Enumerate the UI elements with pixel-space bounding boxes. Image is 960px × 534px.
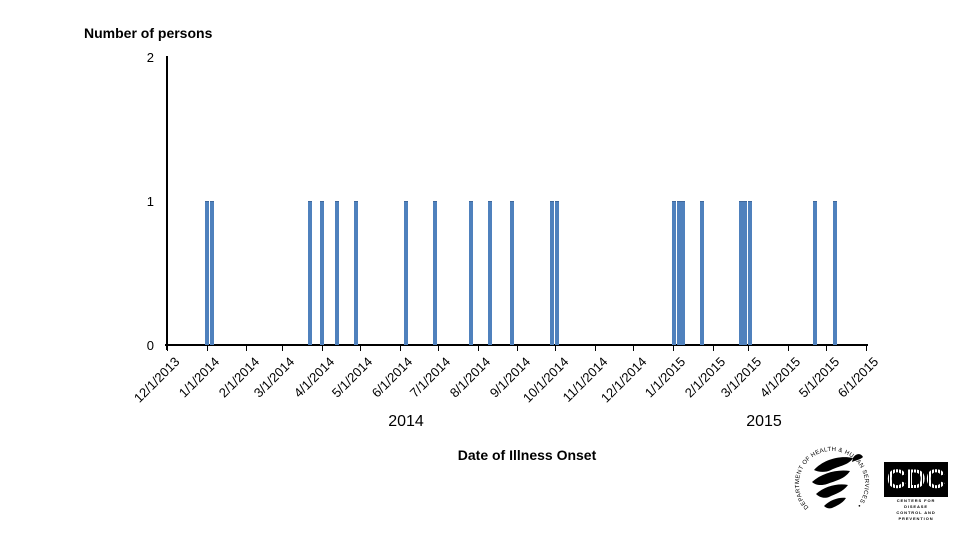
x-tick-mark <box>282 345 283 351</box>
x-tick-mark <box>788 345 790 351</box>
case-bar <box>700 201 705 345</box>
cdc-tagline-line1: CENTERS FOR DISEASE <box>896 498 936 509</box>
x-tick-label: 5/1/2015 <box>795 354 842 401</box>
year-label-2015: 2015 <box>746 413 782 430</box>
case-bar <box>433 201 438 345</box>
x-tick-label: 4/1/2015 <box>757 354 804 401</box>
x-tick-mark <box>477 345 479 351</box>
x-tick-label: 7/1/2014 <box>407 354 454 401</box>
y-axis-line <box>166 56 168 350</box>
x-tick-mark <box>633 345 635 351</box>
x-tick-mark <box>595 345 597 351</box>
hhs-eagle-icon <box>812 454 863 509</box>
case-bar <box>554 201 559 345</box>
x-tick-label: 1/1/2015 <box>642 354 689 401</box>
cdc-logo-box: CDC <box>884 462 948 497</box>
case-bar <box>510 201 515 345</box>
x-axis-title: Date of Illness Onset <box>457 447 597 463</box>
case-bar <box>812 201 817 345</box>
y-axis-title: Number of persons <box>84 25 213 41</box>
case-bar <box>549 201 554 345</box>
x-tick-mark <box>866 345 867 351</box>
y-tick-label: 2 <box>146 50 154 65</box>
x-tick-mark <box>246 345 248 351</box>
case-bar <box>209 201 214 345</box>
y-tick-label: 1 <box>146 194 154 209</box>
case-bar <box>677 201 682 345</box>
case-bar <box>488 201 493 345</box>
x-axis-line <box>165 344 868 346</box>
cdc-stripes-pattern <box>884 462 948 497</box>
x-tick-mark <box>712 345 714 351</box>
case-bar <box>742 201 747 345</box>
x-tick-label: 6/1/2014 <box>368 354 416 401</box>
x-tick-label: 5/1/2014 <box>329 354 376 401</box>
hhs-logo: DEPARTMENT OF HEALTH & HUMAN SERVICES • … <box>790 440 869 510</box>
case-bar <box>334 201 339 345</box>
cdc-logo: CDC CENTERS FOR DISEASE CONTROL AND PREV… <box>884 462 948 521</box>
case-bar <box>747 201 752 345</box>
x-tick-label: 12/1/2013 <box>131 354 183 406</box>
x-tick-mark <box>167 345 168 351</box>
x-tick-mark <box>673 345 675 351</box>
x-tick-label: 8/1/2014 <box>446 354 494 401</box>
case-bar <box>308 201 313 345</box>
x-tick-mark <box>826 345 828 351</box>
case-bar <box>833 201 838 345</box>
x-tick-mark <box>206 345 208 351</box>
x-tick-label: 4/1/2014 <box>290 354 338 401</box>
case-bar <box>672 201 677 345</box>
case-bar <box>738 201 743 345</box>
case-bar <box>204 201 209 345</box>
y-tick-label: 0 <box>146 338 154 353</box>
case-bar <box>681 201 686 345</box>
x-tick-mark <box>555 345 557 351</box>
x-tick-label: 1/1/2014 <box>175 354 223 401</box>
x-tick-mark <box>399 345 401 351</box>
cdc-tagline-line2: CONTROL AND PREVENTION <box>896 510 936 521</box>
case-bar <box>469 201 474 345</box>
x-tick-mark <box>359 345 361 351</box>
x-tick-mark <box>437 345 439 351</box>
year-label-2014: 2014 <box>388 413 424 430</box>
case-bar <box>354 201 359 345</box>
x-tick-mark <box>517 345 519 351</box>
x-tick-mark <box>321 345 323 351</box>
x-tick-mark <box>748 345 750 351</box>
case-bar <box>403 201 408 345</box>
case-bar <box>319 201 324 345</box>
x-tick-label: 6/1/2015 <box>835 354 882 401</box>
